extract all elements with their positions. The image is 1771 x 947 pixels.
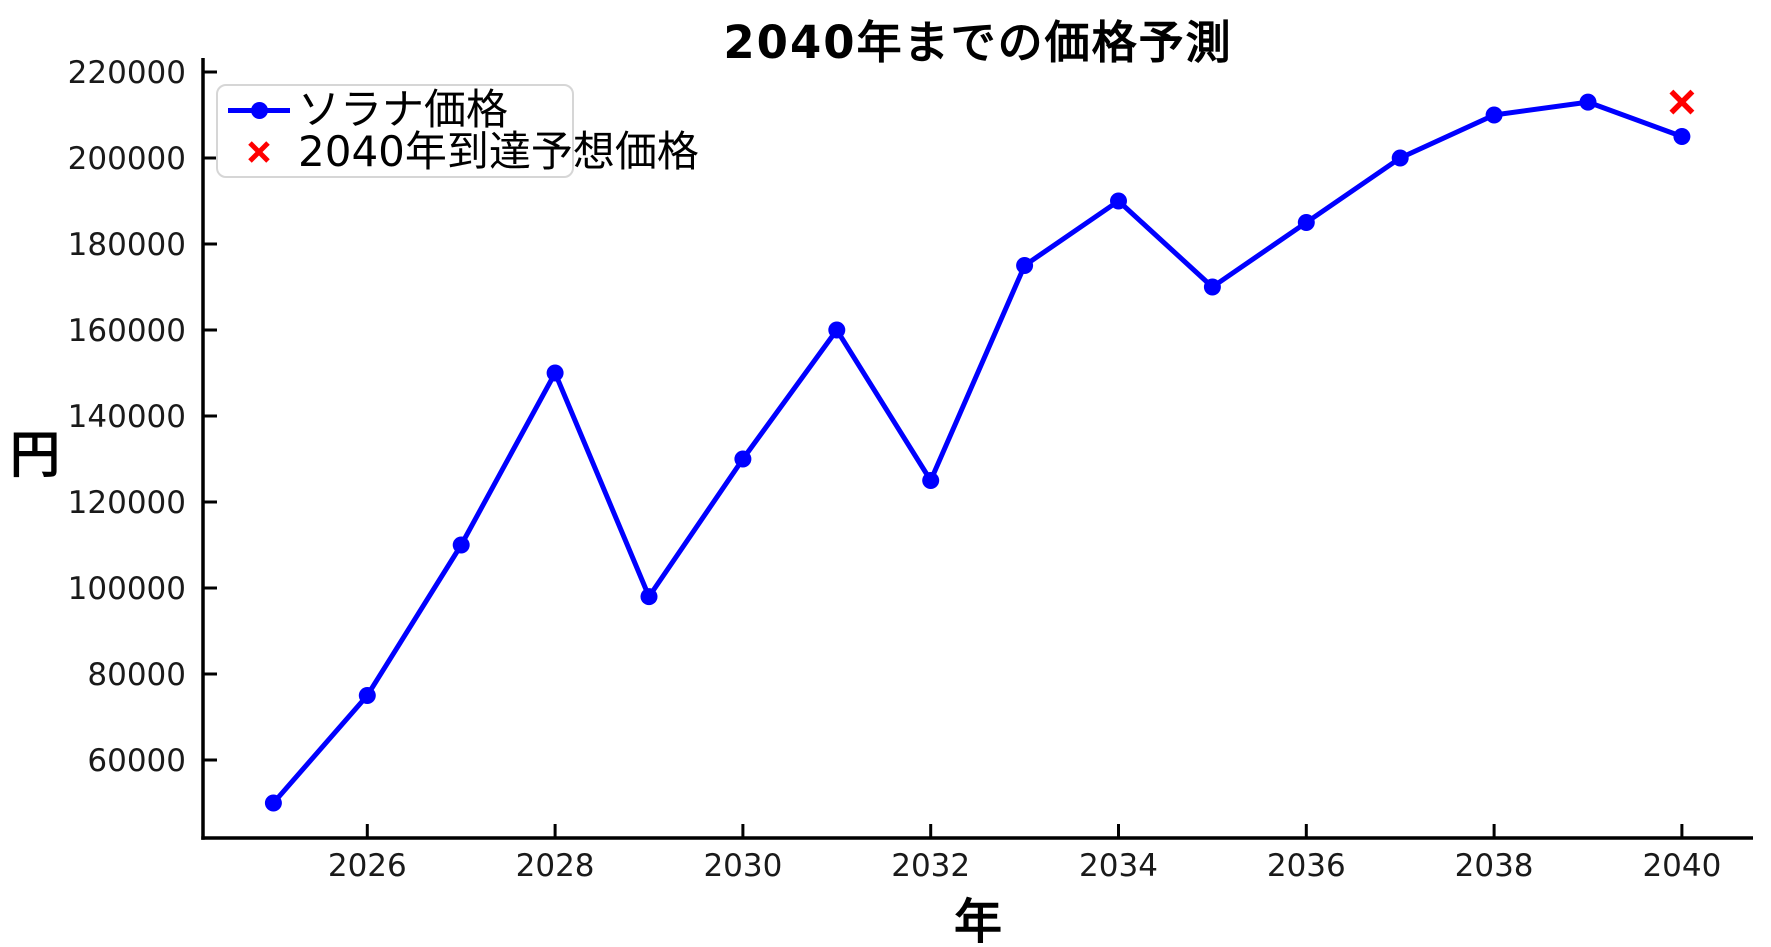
forecast-x-marker bbox=[1669, 89, 1695, 115]
legend-item-solana-price: ソラナ価格 bbox=[228, 89, 562, 131]
line-dot-marker-icon bbox=[228, 98, 290, 122]
data-point-marker bbox=[546, 364, 564, 382]
x-tick-label: 2038 bbox=[1455, 848, 1534, 884]
legend-label-2040-forecast: 2040年到達予想価格 bbox=[298, 127, 699, 176]
y-tick-label: 200000 bbox=[68, 141, 186, 177]
x-tick-label: 2028 bbox=[516, 848, 595, 884]
legend: ソラナ価格 2040年到達予想価格 bbox=[216, 84, 699, 178]
data-point-marker bbox=[264, 794, 282, 812]
y-tick-label: 100000 bbox=[68, 571, 186, 607]
data-point-marker bbox=[1203, 278, 1221, 296]
y-tick-label: 80000 bbox=[87, 657, 186, 693]
data-point-marker bbox=[1297, 214, 1315, 231]
x-tick-label: 2032 bbox=[891, 848, 970, 884]
y-tick-label: 160000 bbox=[68, 313, 186, 349]
data-point-marker bbox=[1391, 149, 1409, 167]
x-marker-icon bbox=[228, 140, 290, 164]
data-point-marker bbox=[828, 321, 846, 339]
price-line bbox=[270, 99, 1685, 806]
data-point-marker bbox=[1673, 128, 1691, 145]
data-point-marker bbox=[734, 450, 752, 468]
data-point-marker bbox=[358, 687, 376, 704]
data-point-marker bbox=[922, 472, 940, 489]
y-tick-label: 60000 bbox=[87, 743, 186, 779]
y-tick-label: 180000 bbox=[68, 227, 186, 263]
x-tick-label: 2030 bbox=[703, 848, 782, 884]
y-tick-label: 140000 bbox=[68, 399, 186, 435]
x-tick-label: 2040 bbox=[1642, 848, 1721, 884]
data-point-marker bbox=[1110, 192, 1127, 210]
x-axis-label: 年 bbox=[953, 894, 1002, 947]
x-tick-label: 2036 bbox=[1267, 848, 1346, 884]
x-tick-label: 2034 bbox=[1079, 848, 1158, 884]
y-tick-label: 120000 bbox=[68, 485, 186, 521]
data-point-marker bbox=[452, 536, 470, 554]
x-tick-label: 2026 bbox=[328, 848, 407, 884]
legend-item-2040-forecast: 2040年到達予想価格 bbox=[228, 131, 699, 173]
chart-title: 2040年までの価格予測 bbox=[723, 16, 1233, 69]
legend-label-solana-price: ソラナ価格 bbox=[298, 85, 509, 134]
data-point-marker bbox=[1485, 106, 1503, 124]
y-axis-label: 円 bbox=[10, 426, 60, 484]
data-point-marker bbox=[640, 588, 658, 606]
data-point-marker bbox=[1016, 257, 1034, 274]
data-point-marker bbox=[1579, 93, 1597, 111]
y-tick-label: 220000 bbox=[68, 55, 186, 91]
